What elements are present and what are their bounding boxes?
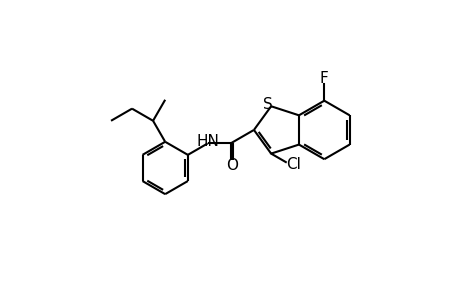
Text: S: S — [263, 97, 272, 112]
Text: O: O — [226, 158, 238, 173]
Text: HN: HN — [196, 134, 218, 149]
Text: Cl: Cl — [285, 157, 300, 172]
Text: F: F — [319, 71, 328, 86]
